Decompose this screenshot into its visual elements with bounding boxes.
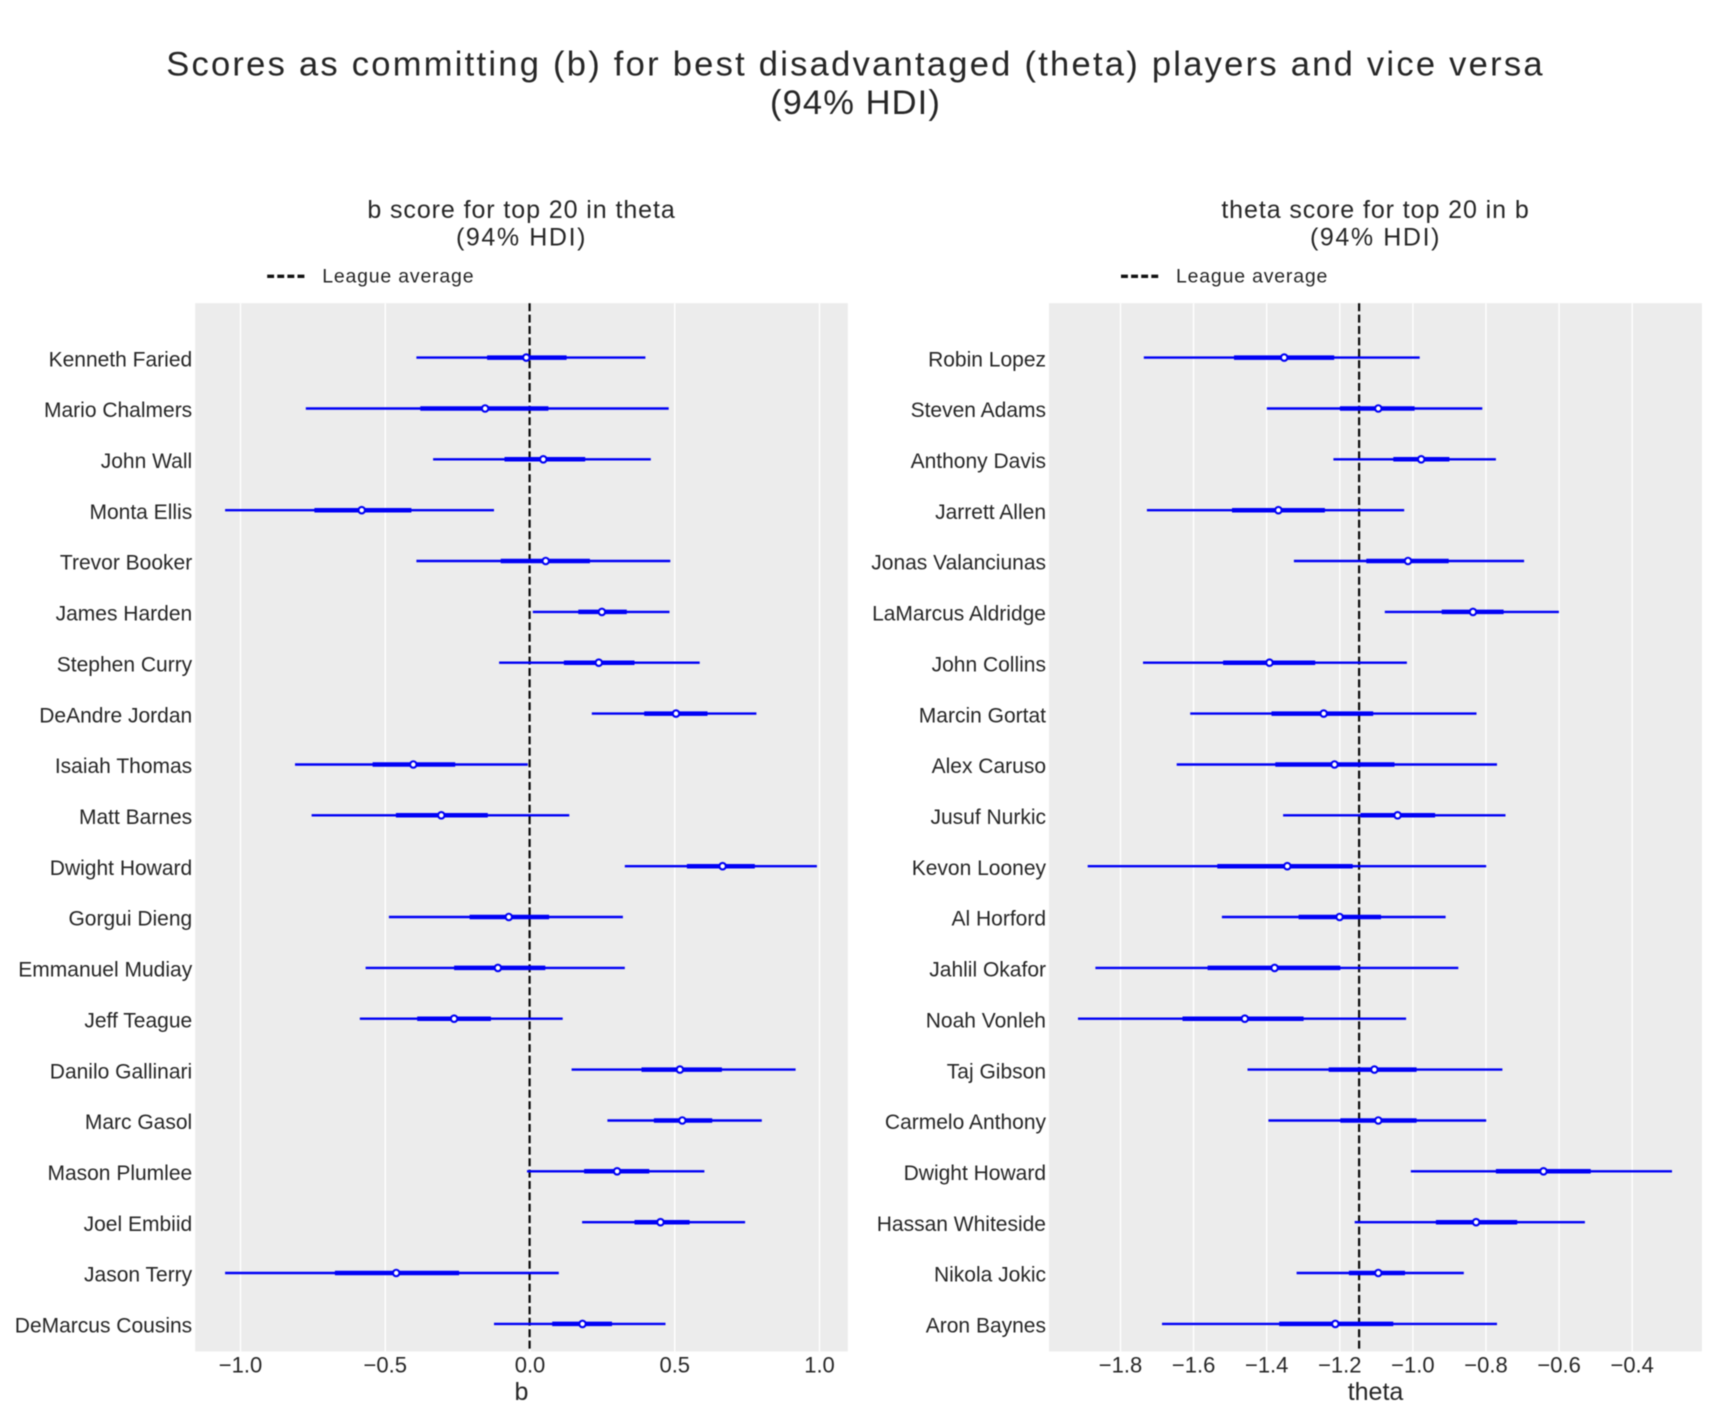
- svg-text:DeAndre Jordan: DeAndre Jordan: [39, 704, 192, 727]
- svg-text:theta score for top 20 in b: theta score for top 20 in b: [1221, 196, 1529, 224]
- svg-text:−0.5: −0.5: [364, 1353, 407, 1378]
- svg-text:Gorgui Dieng: Gorgui Dieng: [68, 908, 192, 931]
- svg-text:−1.8: −1.8: [1099, 1353, 1142, 1378]
- svg-text:LaMarcus Aldridge: LaMarcus Aldridge: [872, 603, 1046, 626]
- svg-text:League average: League average: [322, 266, 474, 288]
- svg-text:Jeff Teague: Jeff Teague: [84, 1009, 192, 1032]
- svg-text:Taj Gibson: Taj Gibson: [947, 1060, 1046, 1083]
- svg-text:James Harden: James Harden: [56, 603, 193, 626]
- svg-text:Noah Vonleh: Noah Vonleh: [926, 1009, 1046, 1032]
- svg-text:0.0: 0.0: [515, 1353, 546, 1378]
- svg-text:Marc Gasol: Marc Gasol: [85, 1111, 192, 1134]
- svg-text:1.0: 1.0: [804, 1353, 835, 1378]
- svg-text:Carmelo Anthony: Carmelo Anthony: [885, 1111, 1047, 1134]
- svg-text:−1.6: −1.6: [1172, 1353, 1215, 1378]
- svg-text:Emmanuel Mudiay: Emmanuel Mudiay: [18, 959, 192, 982]
- svg-text:b: b: [515, 1378, 529, 1406]
- svg-text:Steven Adams: Steven Adams: [911, 399, 1046, 422]
- svg-text:John Collins: John Collins: [932, 653, 1046, 676]
- svg-text:Nikola Jokic: Nikola Jokic: [934, 1264, 1046, 1287]
- svg-text:(94% HDI): (94% HDI): [1310, 224, 1441, 252]
- svg-text:Isaiah Thomas: Isaiah Thomas: [55, 755, 192, 778]
- svg-text:Danilo Gallinari: Danilo Gallinari: [50, 1060, 192, 1083]
- svg-text:−1.0: −1.0: [219, 1353, 262, 1378]
- svg-text:Robin Lopez: Robin Lopez: [928, 348, 1046, 371]
- svg-text:Jason Terry: Jason Terry: [84, 1264, 193, 1287]
- svg-text:Aron Baynes: Aron Baynes: [926, 1315, 1046, 1338]
- svg-text:DeMarcus Cousins: DeMarcus Cousins: [15, 1315, 192, 1338]
- svg-text:Monta Ellis: Monta Ellis: [89, 501, 192, 524]
- svg-text:League average: League average: [1176, 266, 1328, 288]
- svg-text:−1.0: −1.0: [1391, 1353, 1434, 1378]
- svg-text:theta: theta: [1348, 1378, 1404, 1406]
- svg-text:Alex Caruso: Alex Caruso: [932, 755, 1046, 778]
- svg-text:Jahlil Okafor: Jahlil Okafor: [929, 959, 1046, 982]
- svg-text:Jarrett Allen: Jarrett Allen: [935, 501, 1046, 524]
- svg-text:John Wall: John Wall: [101, 450, 192, 473]
- svg-text:−0.6: −0.6: [1537, 1353, 1580, 1378]
- svg-text:Jusuf Nurkic: Jusuf Nurkic: [930, 806, 1046, 829]
- svg-text:(94% HDI): (94% HDI): [456, 224, 587, 252]
- svg-text:Mario Chalmers: Mario Chalmers: [44, 399, 192, 422]
- svg-text:−0.8: −0.8: [1464, 1353, 1507, 1378]
- svg-text:−0.4: −0.4: [1610, 1353, 1653, 1378]
- svg-text:−1.4: −1.4: [1245, 1353, 1288, 1378]
- svg-text:Hassan Whiteside: Hassan Whiteside: [877, 1213, 1046, 1236]
- svg-text:Scores as committing (b) for b: Scores as committing (b) for best disadv…: [166, 46, 1545, 84]
- svg-text:b score for top 20 in theta: b score for top 20 in theta: [367, 196, 675, 224]
- svg-text:Joel Embiid: Joel Embiid: [84, 1213, 193, 1236]
- svg-text:Dwight Howard: Dwight Howard: [50, 857, 192, 880]
- svg-text:Jonas Valanciunas: Jonas Valanciunas: [871, 552, 1046, 575]
- svg-text:Kenneth Faried: Kenneth Faried: [49, 348, 193, 371]
- svg-text:Mason Plumlee: Mason Plumlee: [47, 1162, 192, 1185]
- svg-text:Kevon Looney: Kevon Looney: [912, 857, 1047, 880]
- svg-text:Anthony Davis: Anthony Davis: [911, 450, 1046, 473]
- svg-text:Al Horford: Al Horford: [951, 908, 1046, 931]
- svg-text:(94% HDI): (94% HDI): [770, 84, 941, 122]
- svg-text:Matt Barnes: Matt Barnes: [79, 806, 192, 829]
- svg-text:0.5: 0.5: [659, 1353, 690, 1378]
- svg-text:Marcin Gortat: Marcin Gortat: [919, 704, 1046, 727]
- svg-text:Dwight Howard: Dwight Howard: [904, 1162, 1046, 1185]
- svg-text:−1.2: −1.2: [1318, 1353, 1361, 1378]
- svg-text:Stephen Curry: Stephen Curry: [57, 653, 193, 676]
- svg-text:Trevor Booker: Trevor Booker: [60, 552, 192, 575]
